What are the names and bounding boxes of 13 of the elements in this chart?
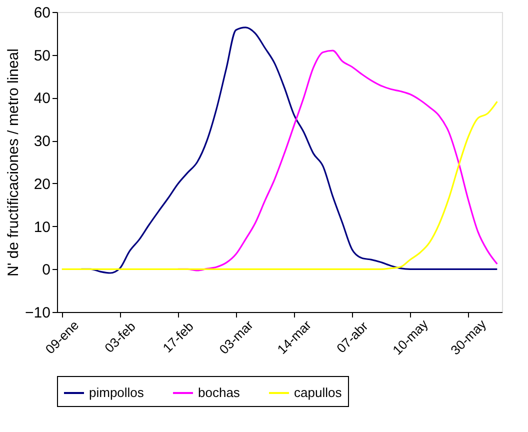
y-axis-title: N' de fructificaciones / metro lineal [5,48,22,276]
y-tick-label: −10 [25,304,50,322]
legend-label: pimpollos [89,385,144,400]
y-tick-label: 20 [34,176,50,193]
y-tick-label: 30 [34,133,50,150]
y-tick-label: 0 [42,262,50,279]
y-tick-label: 40 [34,90,50,108]
legend-label: capullos [294,385,342,400]
line-series [61,100,498,270]
y-tick-label: 10 [34,218,50,236]
legend-label: bochas [198,385,240,400]
y-tick-label: 50 [34,47,50,64]
y-tick-label: 60 [34,4,50,22]
